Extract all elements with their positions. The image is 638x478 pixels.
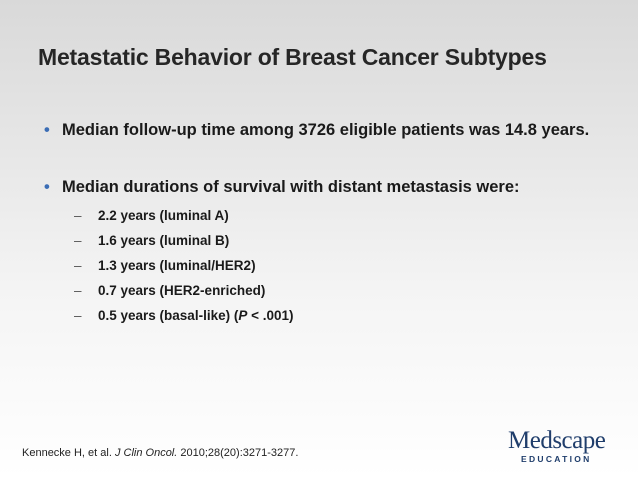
sub-bullet-list: – 2.2 years (luminal A) – 1.6 years (lum… (74, 203, 614, 328)
sub-bullet-text: 2.2 years (luminal A) (98, 208, 229, 223)
slide-title: Metastatic Behavior of Breast Cancer Sub… (38, 44, 547, 70)
sub-bullet-text: 0.5 years (basal-like) (P < .001) (98, 308, 294, 323)
sub-bullet-text-after-p: < .001) (247, 308, 294, 323)
citation-journal: J Clin Oncol. (114, 447, 178, 459)
sub-bullet-item: – 1.6 years (luminal B) (74, 228, 614, 253)
bullet-text: Median durations of survival with distan… (62, 178, 520, 196)
sub-bullet-item: – 1.3 years (luminal/HER2) (74, 253, 614, 278)
dash-icon: – (74, 283, 82, 298)
sub-bullet-item: – 0.5 years (basal-like) (P < .001) (74, 303, 614, 328)
dash-icon: – (74, 258, 82, 273)
medscape-education-logo: Medscape EDUCATION (501, 425, 621, 469)
logo-subtitle: EDUCATION (521, 454, 592, 464)
sub-bullet-text-before-p: 0.5 years (basal-like) ( (98, 308, 239, 323)
bullet-text: Median follow-up time among 3726 eligibl… (62, 121, 590, 139)
sub-bullet-text: 0.7 years (HER2-enriched) (98, 283, 266, 298)
dash-icon: – (74, 233, 82, 248)
sub-bullet-item: – 0.7 years (HER2-enriched) (74, 278, 614, 303)
bullet-dot-icon: • (44, 121, 50, 139)
bullet-item: • Median durations of survival with dist… (44, 175, 614, 328)
citation: Kennecke H, et al. J Clin Oncol. 2010;28… (22, 447, 298, 459)
bullet-dot-icon: • (44, 178, 50, 196)
dash-icon: – (74, 208, 82, 223)
sub-bullet-item: – 2.2 years (luminal A) (74, 203, 614, 228)
dash-icon: – (74, 308, 82, 323)
bullet-item: • Median follow-up time among 3726 eligi… (44, 118, 614, 142)
bullet-list: • Median follow-up time among 3726 eligi… (44, 118, 614, 328)
p-value-symbol: P (238, 308, 248, 323)
sub-bullet-text: 1.6 years (luminal B) (98, 233, 230, 248)
citation-details: 2010;28(20):3271-3277. (180, 447, 299, 459)
citation-authors: Kennecke H, et al. (22, 447, 112, 459)
sub-bullet-text: 1.3 years (luminal/HER2) (98, 258, 256, 273)
logo-wordmark: Medscape (508, 427, 606, 454)
